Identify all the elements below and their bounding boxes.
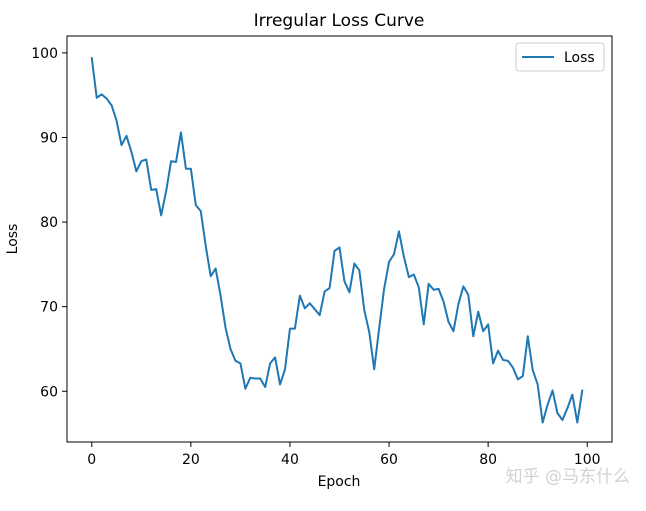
- watermark: 知乎 @马东什么: [505, 467, 630, 487]
- y-axis-label: Loss: [5, 224, 21, 255]
- x-tick-label: 60: [380, 452, 398, 468]
- x-tick-label: 40: [281, 452, 299, 468]
- y-tick-label: 90: [40, 131, 58, 147]
- x-tick-label: 80: [479, 452, 497, 468]
- plot-area-frame: [66, 35, 613, 443]
- x-tick-label: 20: [182, 452, 200, 468]
- legend-label: Loss: [564, 50, 595, 66]
- x-tick-label: 0: [87, 452, 96, 468]
- y-tick-label: 70: [40, 300, 58, 316]
- y-tick-label: 60: [40, 384, 58, 400]
- y-tick-label: 100: [31, 46, 58, 62]
- legend-box: [515, 42, 605, 72]
- x-tick-label: 100: [574, 452, 601, 468]
- legend: Loss: [515, 42, 605, 72]
- x-axis-label: Epoch: [318, 474, 361, 490]
- loss-series-line: [90, 56, 584, 424]
- y-tick-label: 80: [40, 215, 58, 231]
- chart-title: Irregular Loss Curve: [254, 11, 425, 31]
